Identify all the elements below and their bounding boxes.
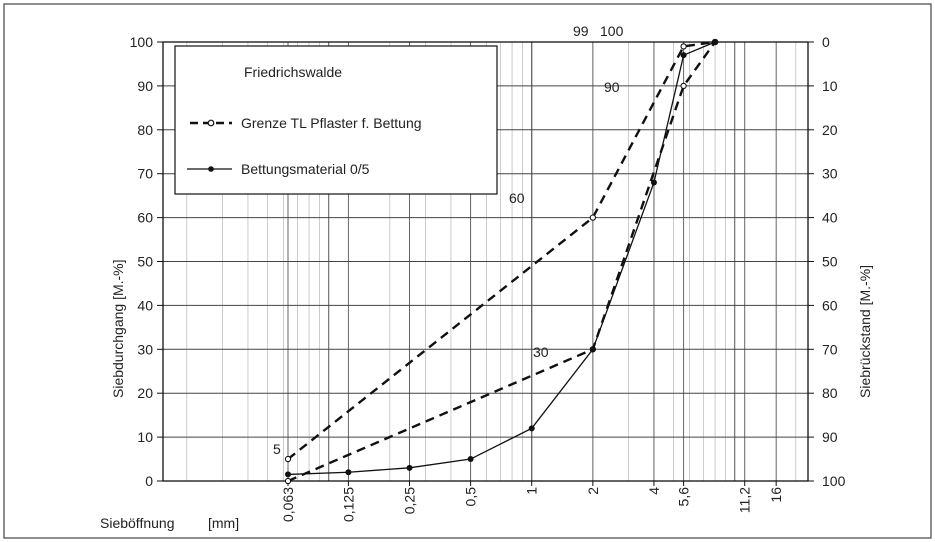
legend-marker-material xyxy=(208,166,214,172)
material-point xyxy=(285,471,291,478)
y-tick-label-right: 60 xyxy=(822,297,838,313)
y-tick-label-right: 20 xyxy=(822,122,838,138)
y-tick-label-left: 20 xyxy=(137,385,153,401)
x-tick-label: 4 xyxy=(646,487,662,495)
y-tick-label-left: 40 xyxy=(137,297,153,313)
annotation-100: 100 xyxy=(600,23,624,39)
y-tick-label-right: 0 xyxy=(822,34,830,50)
y-tick-label-left: 50 xyxy=(137,254,153,270)
annotation-99: 99 xyxy=(573,23,589,39)
annotation-5: 5 xyxy=(273,441,281,457)
series-layer xyxy=(284,38,719,485)
y-tick-label-right: 30 xyxy=(822,166,838,182)
y-tick-label-right: 80 xyxy=(822,385,838,401)
material-point xyxy=(712,39,719,45)
y-tick-label-left: 70 xyxy=(137,166,153,182)
x-axis-label: Sieböffnung xyxy=(100,515,174,531)
material-point xyxy=(467,456,474,463)
y-tick-label-left: 30 xyxy=(137,341,153,357)
x-tick-label: 11,2 xyxy=(737,487,753,513)
x-tick-label: 5,6 xyxy=(676,487,692,507)
legend-label-material: Bettungsmaterial 0/5 xyxy=(241,161,370,177)
x-tick-label: 0,063 xyxy=(280,487,296,522)
x-tick-label: 0,5 xyxy=(463,487,479,507)
legend: Friedrichswalde Grenze TL Pflaster f. Be… xyxy=(174,45,498,195)
y-tick-label-right: 70 xyxy=(822,341,838,357)
legend-title: Friedrichswalde xyxy=(244,64,342,80)
x-tick-label: 0,125 xyxy=(340,487,356,522)
y-tick-label-right: 90 xyxy=(822,429,838,445)
y-tick-label-right: 100 xyxy=(822,473,846,489)
annotation-30: 30 xyxy=(533,344,549,360)
y-axis-right-label: Siebrückstand [M.-%] xyxy=(857,265,873,398)
limit-point xyxy=(589,214,596,221)
x-tick-label: 0,25 xyxy=(402,487,418,514)
x-axis: 0,063 0,125 0,25 0,5 1 2 4 5,6 11,2 16 xyxy=(280,481,784,522)
x-axis-unit: [mm] xyxy=(208,515,239,531)
y-tick-label-right: 50 xyxy=(822,254,838,270)
limit-point xyxy=(680,82,687,90)
x-tick-label: 2 xyxy=(585,487,601,495)
limit-lower-line xyxy=(287,41,717,483)
y-tick-label-left: 80 xyxy=(137,122,153,138)
limit-point xyxy=(284,477,292,485)
y-tick-label-left: 0 xyxy=(145,473,153,489)
material-point xyxy=(528,425,535,432)
material-point xyxy=(345,469,352,476)
material-point xyxy=(589,346,596,353)
y-tick-label-left: 100 xyxy=(130,34,154,50)
y-tick-label-left: 90 xyxy=(137,78,153,94)
limit-point xyxy=(680,43,687,50)
legend-marker-limit xyxy=(207,119,215,127)
y-tick-label-left: 60 xyxy=(137,210,153,226)
y-tick-label-left: 10 xyxy=(137,429,153,445)
material-point xyxy=(406,464,413,471)
material-point xyxy=(680,52,687,59)
material-point xyxy=(650,179,657,186)
limit-point xyxy=(284,455,292,463)
y-tick-label-right: 40 xyxy=(822,210,838,226)
annotation-60: 60 xyxy=(509,190,525,206)
y-tick-label-right: 10 xyxy=(822,78,838,94)
x-tick-label: 16 xyxy=(768,487,784,503)
annotation-90: 90 xyxy=(604,79,620,95)
y-axis-left: 0 10 20 30 40 50 60 70 80 90 100 xyxy=(130,34,163,489)
legend-label-limit: Grenze TL Pflaster f. Bettung xyxy=(241,115,422,131)
y-axis-left-label: Siebdurchgang [M.-%] xyxy=(110,259,126,398)
x-tick-label: 1 xyxy=(524,487,540,495)
limit-upper-line xyxy=(287,40,716,460)
